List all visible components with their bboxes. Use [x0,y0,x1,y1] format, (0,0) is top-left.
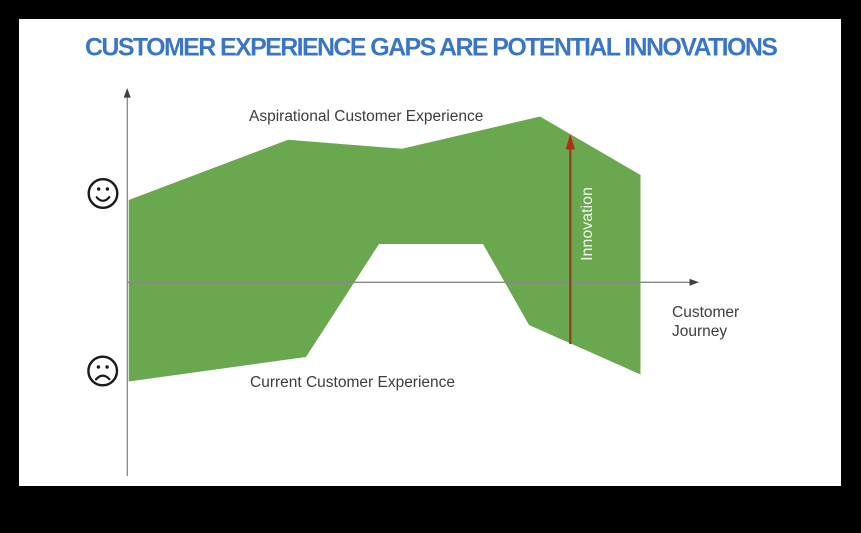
svg-text:Aspirational Customer Experien: Aspirational Customer Experience [249,108,483,125]
svg-text:Customer: Customer [672,304,739,321]
svg-text:CUSTOMER EXPERIENCE GAPS ARE P: CUSTOMER EXPERIENCE GAPS ARE POTENTIAL I… [85,34,777,62]
svg-text:Current Customer Experience: Current Customer Experience [250,374,455,391]
svg-text:Journey: Journey [672,323,727,340]
svg-text:Innovation: Innovation [579,187,596,261]
